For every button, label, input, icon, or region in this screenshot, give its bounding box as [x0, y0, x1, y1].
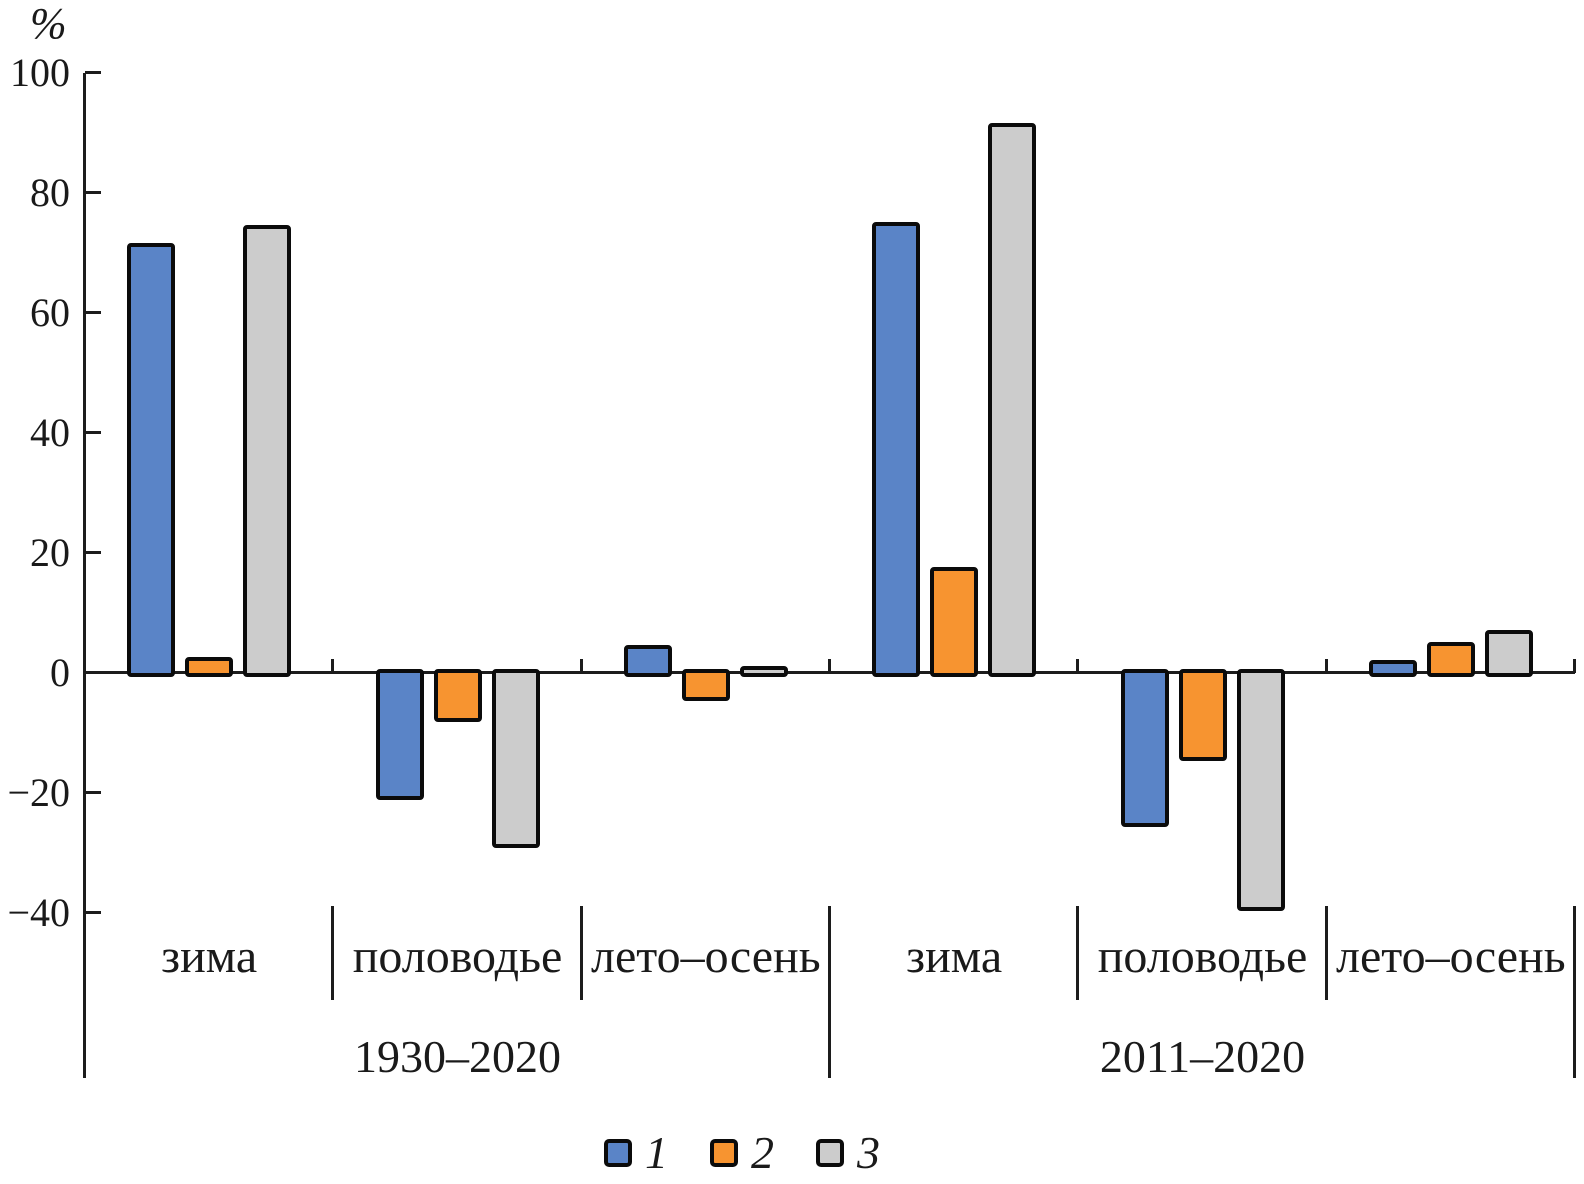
- category-tick: [1573, 659, 1576, 673]
- legend-item: 3: [816, 1130, 880, 1176]
- period-label: 1930–2020: [354, 1031, 561, 1082]
- bar-group2-summer-autumn-series3: [1484, 630, 1533, 677]
- bar-group2-flood-series2: [1178, 669, 1227, 761]
- y-tick: [85, 71, 101, 74]
- bar-group2-winter-series2: [930, 567, 979, 677]
- y-tick: [85, 911, 101, 914]
- bar-group1-summer-autumn-series2: [681, 669, 730, 701]
- category-tick: [1324, 659, 1328, 673]
- legend-swatch-series2: [710, 1139, 738, 1167]
- bar-group1-flood-series2: [433, 669, 482, 722]
- y-axis-line: [83, 73, 86, 1078]
- bar-group2-flood-series1: [1120, 669, 1169, 827]
- category-separator: [331, 906, 335, 1000]
- legend-label: 1: [645, 1127, 668, 1178]
- legend-label: 2: [751, 1127, 774, 1178]
- legend-item: 1: [604, 1130, 668, 1176]
- bar-group1-winter-series1: [127, 243, 176, 677]
- y-tick-label: 20: [30, 530, 70, 575]
- y-tick-label: 100: [10, 50, 70, 95]
- bar-group2-winter-series3: [988, 123, 1037, 677]
- category-label: зима: [906, 930, 1003, 983]
- category-label: половодье: [1097, 930, 1308, 983]
- legend-swatch-series3: [816, 1139, 844, 1167]
- category-label: лето–осень: [591, 930, 821, 983]
- bar-group2-flood-series3: [1236, 669, 1285, 911]
- category-separator: [579, 906, 583, 1000]
- bar-group1-summer-autumn-series1: [623, 645, 672, 677]
- bar-group1-winter-series2: [185, 657, 234, 677]
- y-tick-label: −40: [7, 890, 70, 935]
- bar-group2-summer-autumn-series2: [1426, 642, 1475, 677]
- bar-group2-summer-autumn-series1: [1368, 660, 1417, 677]
- y-tick: [85, 671, 101, 674]
- bar-group1-summer-autumn-series3: [739, 666, 788, 677]
- y-tick-label: 80: [30, 170, 70, 215]
- y-tick: [85, 551, 101, 554]
- y-axis-title: %: [30, 0, 67, 48]
- category-label: половодье: [352, 930, 563, 983]
- bar-group1-flood-series1: [375, 669, 424, 800]
- legend: 1 2 3: [604, 1130, 880, 1176]
- y-tick: [85, 431, 101, 434]
- period-label: 2011–2020: [1099, 1031, 1306, 1082]
- y-tick-label: 0: [50, 650, 70, 695]
- category-separator: [1324, 906, 1328, 1000]
- category-tick: [1076, 659, 1080, 673]
- category-tick: [828, 659, 831, 673]
- legend-item: 2: [710, 1130, 774, 1176]
- y-tick-label: 40: [30, 410, 70, 455]
- y-tick: [85, 191, 101, 194]
- group-separator: [828, 906, 831, 1078]
- y-tick: [85, 791, 101, 794]
- legend-label: 3: [857, 1127, 880, 1178]
- category-label: лето–осень: [1336, 930, 1566, 983]
- category-separator: [1076, 906, 1080, 1000]
- y-tick-label: −20: [7, 770, 70, 815]
- bar-group2-winter-series1: [872, 222, 921, 677]
- y-tick: [85, 311, 101, 314]
- category-tick: [579, 659, 583, 673]
- legend-swatch-series1: [604, 1139, 632, 1167]
- bar-group1-winter-series3: [243, 225, 292, 677]
- category-label: зима: [161, 930, 258, 983]
- y-tick-label: 60: [30, 290, 70, 335]
- bar-group1-flood-series3: [491, 669, 540, 848]
- group-separator: [1573, 906, 1576, 1078]
- category-tick: [331, 659, 335, 673]
